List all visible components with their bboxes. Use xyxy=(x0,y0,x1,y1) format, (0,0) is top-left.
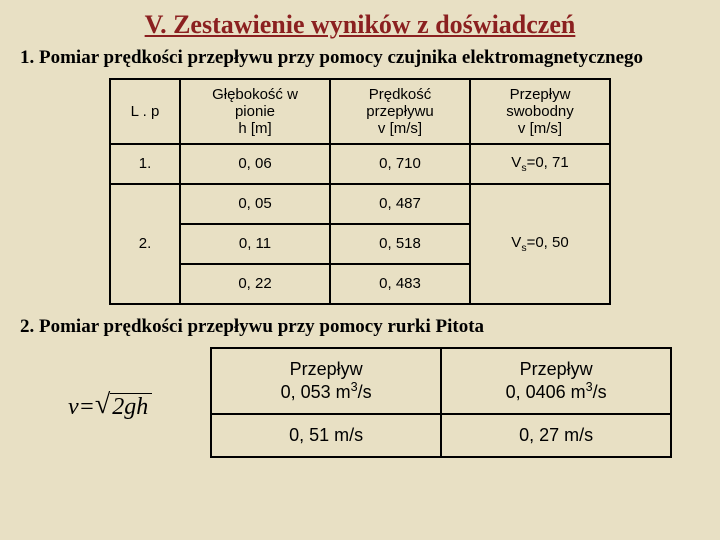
cell-h-2a: 0, 05 xyxy=(180,184,330,224)
formula-lhs: v xyxy=(68,394,79,421)
cell-h-1: 0, 06 xyxy=(180,144,330,184)
vs-val-1: 0, 71 xyxy=(535,154,568,171)
vs-prefix: V xyxy=(511,154,521,171)
col-depth: Głębokość w pionie h [m] xyxy=(180,79,330,144)
section-2-heading: 2. Pomiar prędkości przepływu przy pomoc… xyxy=(20,315,700,339)
cell-flow-a: Przepływ 0, 053 m3/s xyxy=(211,348,441,414)
vs-eq: = xyxy=(527,154,536,171)
table-row: 0, 51 m/s 0, 27 m/s xyxy=(211,414,671,457)
cell-lp-2: 2. xyxy=(110,184,180,304)
cell-h-2: 0, 11 xyxy=(180,224,330,264)
col-lp: L . p xyxy=(110,79,180,144)
flow-a-suffix: /s xyxy=(358,382,372,402)
col-freeflow: Przepływ swobodny v [m/s] xyxy=(470,79,610,144)
table-header-row: L . p Głębokość w pionie h [m] Prędkość … xyxy=(110,79,610,144)
flow-a-sup: 3 xyxy=(351,380,358,394)
flow-b-val: 0, 0406 m xyxy=(506,382,586,402)
col-freeflow-label: Przepływ swobodny v [m/s] xyxy=(506,86,574,137)
flow-label: Przepływ xyxy=(520,359,593,379)
cell-v-2a: 0, 487 xyxy=(330,184,470,224)
cell-v-2b: 0, 483 xyxy=(330,264,470,304)
cell-v-1: 0, 710 xyxy=(330,144,470,184)
vs-prefix: V xyxy=(511,234,521,251)
formula-eq: = xyxy=(79,394,95,421)
table-row: Przepływ 0, 053 m3/s Przepływ 0, 0406 m3… xyxy=(211,348,671,414)
flow-b-suffix: /s xyxy=(593,382,607,402)
cell-flow-b: Przepływ 0, 0406 m3/s xyxy=(441,348,671,414)
cell-speed-b: 0, 27 m/s xyxy=(441,414,671,457)
sqrt-icon: √ xyxy=(95,389,110,421)
formula-arg: 2gh xyxy=(110,393,152,421)
col-velocity-label: Prędkość przepływu v [m/s] xyxy=(366,86,434,137)
cell-h-2b: 0, 22 xyxy=(180,264,330,304)
cell-lp-1: 1. xyxy=(110,144,180,184)
flow-b-sup: 3 xyxy=(586,380,593,394)
table-row: 2. 0, 05 0, 487 Vs=0, 50 xyxy=(110,184,610,224)
results-table-1: L . p Głębokość w pionie h [m] Prędkość … xyxy=(109,78,611,305)
flow-label: Przepływ xyxy=(290,359,363,379)
results-table-2: Przepływ 0, 053 m3/s Przepływ 0, 0406 m3… xyxy=(210,347,672,458)
cell-vs-1: Vs=0, 71 xyxy=(470,144,610,184)
cell-speed-a: 0, 51 m/s xyxy=(211,414,441,457)
cell-vs-2: Vs=0, 50 xyxy=(470,184,610,304)
col-depth-label: Głębokość w pionie h [m] xyxy=(212,86,298,137)
vs-eq: = xyxy=(527,234,536,251)
table-row: 1. 0, 06 0, 710 Vs=0, 71 xyxy=(110,144,610,184)
col-velocity: Prędkość przepływu v [m/s] xyxy=(330,79,470,144)
vs-val-2: 0, 50 xyxy=(535,234,568,251)
cell-v-2: 0, 518 xyxy=(330,224,470,264)
velocity-formula: v = √ 2gh xyxy=(68,391,152,423)
page-title: V. Zestawienie wyników z doświadczeń xyxy=(20,10,700,40)
flow-a-val: 0, 053 m xyxy=(281,382,351,402)
section-1-heading: 1. Pomiar prędkości przepływu przy pomoc… xyxy=(20,46,700,70)
